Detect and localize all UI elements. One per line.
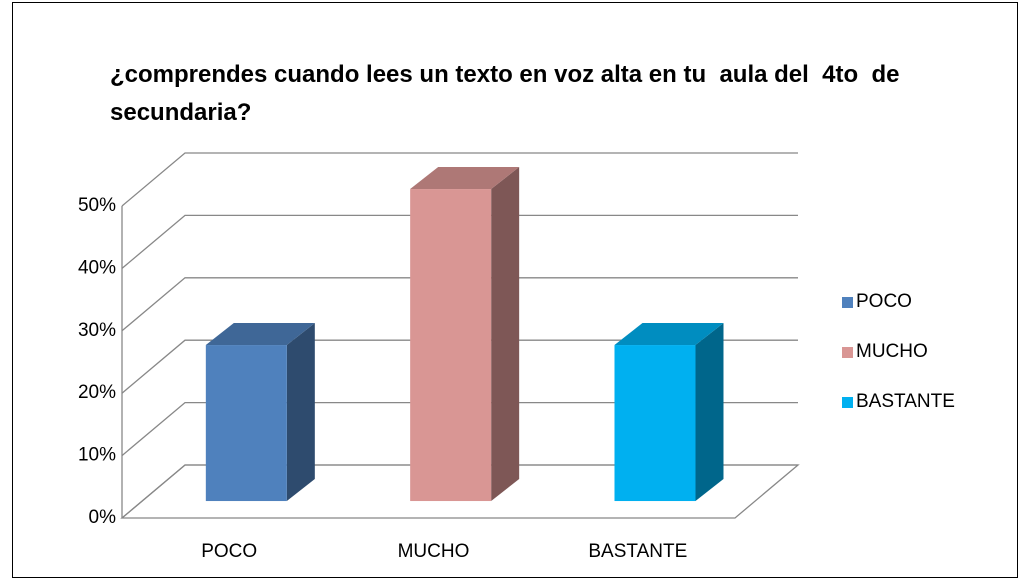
- y-tick-label: 0%: [89, 507, 117, 528]
- chart-title: ¿comprendes cuando lees un texto en voz …: [110, 61, 907, 126]
- bar-top: [410, 167, 520, 190]
- y-tick-label: 20%: [78, 382, 116, 403]
- bar-top: [205, 323, 315, 346]
- bar: [614, 345, 696, 502]
- x-tick-label: MUCHO: [398, 541, 470, 562]
- grid-line: [121, 152, 798, 207]
- grid-line: [121, 464, 798, 519]
- bar: [205, 345, 287, 502]
- x-tick-label: BASTANTE: [588, 541, 687, 562]
- chart-frame: [12, 2, 1018, 578]
- legend-label: MUCHO: [856, 341, 928, 362]
- legend-swatch: [842, 397, 853, 408]
- bar: [410, 189, 492, 502]
- grid-line: [121, 214, 798, 269]
- legend-swatch: [842, 297, 853, 308]
- legend-label: POCO: [856, 291, 912, 312]
- bar-side: [286, 323, 315, 502]
- y-tick-label: 30%: [78, 320, 116, 341]
- legend-label: BASTANTE: [856, 391, 955, 412]
- grid-line: [121, 339, 798, 394]
- grid-line: [121, 277, 798, 332]
- legend-swatch: [842, 347, 853, 358]
- grid-line: [121, 401, 798, 457]
- y-tick-label: 10%: [78, 445, 116, 466]
- bar-side: [491, 167, 520, 502]
- y-tick-label: 40%: [78, 257, 116, 278]
- bar-top: [614, 323, 724, 346]
- x-tick-label: POCO: [201, 541, 257, 562]
- y-tick-label: 50%: [78, 195, 116, 216]
- bar-side: [695, 323, 724, 502]
